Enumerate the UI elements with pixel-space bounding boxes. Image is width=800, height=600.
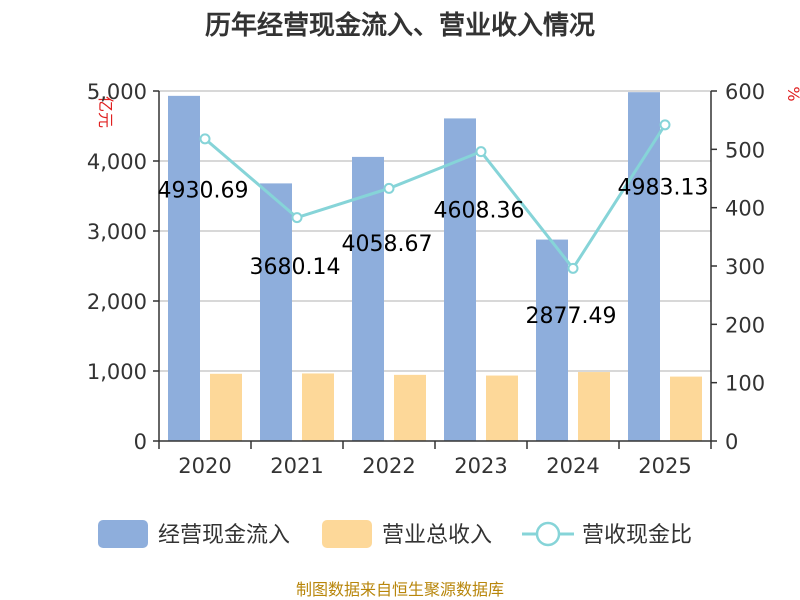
bar [260, 183, 292, 441]
bar [210, 373, 242, 441]
grid [159, 90, 711, 372]
bar [302, 373, 334, 441]
legend-swatch [322, 520, 372, 548]
ratio-series-line [204, 124, 667, 271]
right-tick-label: 200 [725, 313, 765, 337]
right-axis-unit: % [784, 86, 800, 101]
bar [536, 239, 568, 441]
bar-data-label: 4983.13 [618, 176, 709, 201]
left-tick-label: 1,000 [87, 360, 147, 384]
bar [394, 374, 426, 441]
right-tick-label: 0 [725, 430, 738, 454]
bar-data-label: 4608.36 [434, 198, 525, 223]
bar-data-label: 4930.69 [158, 179, 249, 204]
x-tick-label: 2022 [362, 454, 415, 478]
bar-data-label: 3680.14 [250, 255, 341, 280]
ratio-point [475, 146, 487, 158]
axes: 0 1,000 2,000 3,000 4,000 5,000 0 100 200 300 400 5… [87, 80, 765, 478]
bar [628, 92, 660, 441]
ratio-line [199, 119, 671, 274]
bar [578, 372, 610, 441]
left-tick-label: 4,000 [87, 150, 147, 174]
x-tick-label: 2023 [454, 454, 507, 478]
ratio-point [567, 262, 579, 274]
left-tick-label: 2,000 [87, 290, 147, 314]
legend-label: 营收现金比 [582, 523, 692, 548]
legend-swatch [98, 520, 148, 548]
bar [444, 118, 476, 442]
ratio-point [383, 182, 395, 194]
legend-label: 经营现金流入 [158, 523, 290, 548]
source-note: 制图数据来自恒生聚源数据库 [296, 580, 504, 599]
left-tick-label: 5,000 [87, 80, 147, 104]
legend-label: 营业总收入 [382, 523, 492, 548]
right-tick-label: 600 [725, 80, 765, 104]
x-tick-label: 2024 [546, 454, 599, 478]
x-tick-label: 2020 [178, 454, 231, 478]
bar-data-label: 2877.49 [526, 304, 617, 329]
left-tick-label: 3,000 [87, 220, 147, 244]
right-tick-label: 300 [725, 255, 765, 279]
x-tick-label: 2021 [270, 454, 323, 478]
left-tick-label: 0 [134, 430, 147, 454]
legend: 经营现金流入 营业总收入 营收现金比 [98, 520, 692, 548]
x-tick-label: 2025 [638, 454, 691, 478]
bar [486, 375, 518, 441]
legend-marker [535, 521, 561, 547]
chart-title: 历年经营现金流入、营业收入情况 [205, 10, 595, 41]
bars [168, 92, 702, 442]
right-tick-label: 500 [725, 138, 765, 162]
left-axis-unit: 亿元 [96, 96, 115, 128]
right-tick-label: 100 [725, 372, 765, 396]
bar [670, 376, 702, 441]
right-tick-label: 400 [725, 197, 765, 221]
ratio-point [659, 119, 671, 131]
ratio-point [199, 133, 211, 145]
bar-data-label: 4058.67 [342, 232, 433, 257]
bar [168, 95, 200, 442]
ratio-point [291, 212, 303, 224]
bar [352, 156, 384, 441]
